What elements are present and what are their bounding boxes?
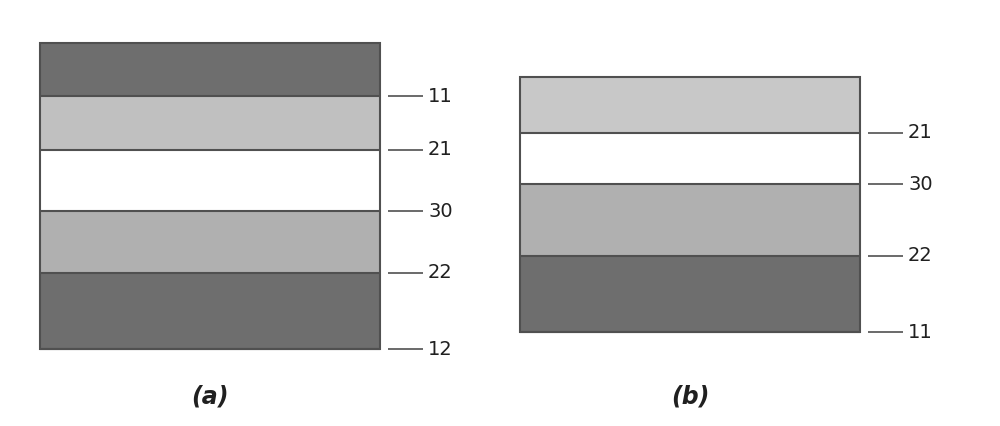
Bar (40, 96, 380, 150)
Text: 11: 11 (908, 323, 933, 342)
Bar (520, 133, 860, 184)
Bar (520, 77, 860, 332)
Text: 12: 12 (428, 340, 453, 359)
Text: 22: 22 (428, 263, 453, 282)
Bar (40, 211, 380, 273)
Bar (40, 43, 380, 96)
Text: 11: 11 (428, 87, 453, 106)
Text: 22: 22 (908, 246, 933, 265)
Bar (40, 43, 380, 349)
Text: (b): (b) (671, 385, 709, 409)
Bar (40, 150, 380, 211)
Text: 30: 30 (428, 202, 453, 221)
Text: (a): (a) (191, 385, 229, 409)
Text: 21: 21 (908, 124, 933, 142)
Bar (520, 77, 860, 133)
Text: 21: 21 (428, 141, 453, 159)
Bar (520, 184, 860, 256)
Bar (520, 256, 860, 332)
Bar (40, 273, 380, 349)
Text: 30: 30 (908, 175, 933, 193)
